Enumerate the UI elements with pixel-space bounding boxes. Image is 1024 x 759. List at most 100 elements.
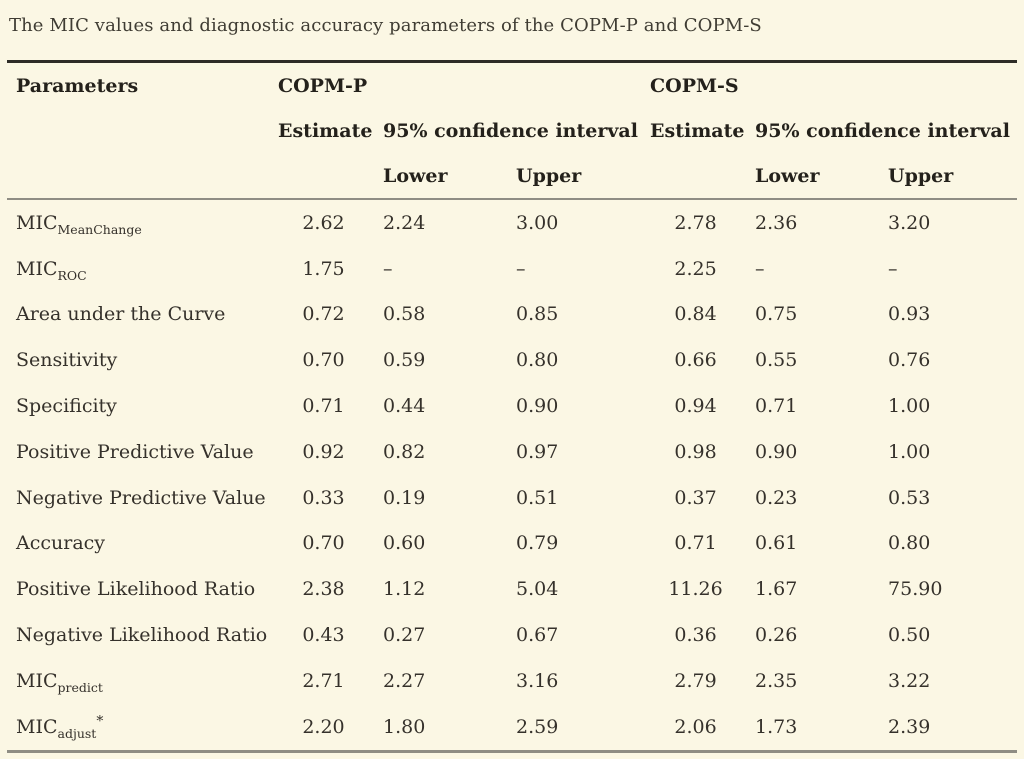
cell-estimate-p: 0.71: [302, 395, 345, 418]
cell-lower-s: 0.61: [755, 532, 798, 555]
cell-estimate-s: 2.25: [674, 257, 717, 280]
cell-lower-p: 0.19: [383, 486, 426, 509]
cell-lower-p: –: [383, 257, 393, 280]
row-label: MICMeanChange: [16, 211, 142, 237]
cell-estimate-s: 0.71: [674, 532, 717, 555]
row-label: MICpredict: [16, 669, 103, 695]
cell-lower-p: 0.59: [383, 349, 426, 372]
cell-upper-s: 2.39: [888, 715, 931, 738]
cell-estimate-s: 2.78: [674, 211, 717, 234]
cell-upper-s: 0.53: [888, 486, 931, 509]
cell-estimate-s: 0.94: [674, 395, 717, 418]
cell-estimate-s: 0.37: [674, 486, 717, 509]
table-row: MICpredict 2.71 2.27 3.16 2.79 2.35 3.22: [7, 658, 1017, 704]
table-row: Accuracy 0.70 0.60 0.79 0.71 0.61 0.80: [7, 521, 1017, 567]
cell-lower-s: 0.75: [755, 303, 798, 326]
col-header-estimate-p: Estimate: [278, 119, 373, 142]
table-row: MICadjust* 2.20 1.80 2.59 2.06 1.73 2.39: [7, 704, 1017, 751]
cell-upper-p: 0.85: [516, 303, 559, 326]
cell-upper-p: 3.16: [516, 669, 559, 692]
cell-upper-s: 0.50: [888, 624, 931, 647]
cell-estimate-p: 0.92: [302, 440, 345, 463]
cell-upper-p: 0.79: [516, 532, 559, 555]
row-label: Negative Predictive Value: [16, 486, 266, 509]
row-label: Specificity: [16, 395, 117, 418]
row-label: Area under the Curve: [16, 303, 226, 326]
cell-upper-p: 0.97: [516, 440, 559, 463]
cell-lower-p: 0.44: [383, 395, 426, 418]
cell-upper-s: 0.80: [888, 532, 931, 555]
table-row: Positive Likelihood Ratio 2.38 1.12 5.04…: [7, 566, 1017, 612]
cell-estimate-s: 11.26: [668, 578, 723, 601]
row-label: Sensitivity: [16, 349, 118, 372]
header-spacer: [7, 108, 278, 153]
cell-upper-s: 0.93: [888, 303, 931, 326]
cell-upper-s: 3.20: [888, 211, 931, 234]
col-header-upper-p: Upper: [516, 153, 651, 200]
row-label: Negative Likelihood Ratio: [16, 624, 268, 647]
row-label: MICadjust*: [16, 713, 104, 741]
cell-estimate-p: 0.70: [302, 532, 345, 555]
cell-estimate-p: 2.62: [302, 211, 345, 234]
col-header-ci-s: 95% confidence interval: [755, 119, 1010, 142]
cell-estimate-p: 0.33: [302, 486, 345, 509]
table-body: MICMeanChange 2.62 2.24 3.00 2.78 2.36 3…: [7, 199, 1017, 751]
row-label: MICROC: [16, 257, 87, 283]
col-header-estimate-s: Estimate: [650, 119, 745, 142]
cell-lower-p: 2.24: [383, 211, 426, 234]
table-row: Negative Likelihood Ratio 0.43 0.27 0.67…: [7, 612, 1017, 658]
col-header-lower-s: Lower: [755, 153, 889, 200]
cell-upper-p: 2.59: [516, 715, 559, 738]
row-label: Accuracy: [16, 532, 106, 555]
col-header-lower-p: Lower: [383, 153, 516, 200]
cell-estimate-s: 2.79: [674, 669, 717, 692]
header-spacer: [650, 153, 756, 200]
table-row: MICROC 1.75 – – 2.25 – –: [7, 246, 1017, 292]
table-row: Negative Predictive Value 0.33 0.19 0.51…: [7, 475, 1017, 521]
cell-lower-s: 0.90: [755, 440, 798, 463]
cell-upper-p: 0.51: [516, 486, 559, 509]
cell-upper-p: 5.04: [516, 578, 559, 601]
header-row-groups: Parameters COPM-P COPM-S: [7, 62, 1017, 109]
table-header: Parameters COPM-P COPM-S Estimate 95% co…: [7, 62, 1018, 200]
cell-lower-s: 0.26: [755, 624, 798, 647]
cell-lower-p: 0.82: [383, 440, 426, 463]
cell-upper-p: 3.00: [516, 211, 559, 234]
cell-upper-s: 1.00: [888, 440, 931, 463]
header-row-lower-upper: Lower Upper Lower Upper: [7, 153, 1018, 200]
cell-estimate-s: 0.84: [674, 303, 717, 326]
table-row: MICMeanChange 2.62 2.24 3.00 2.78 2.36 3…: [7, 199, 1017, 246]
table-row: Specificity 0.71 0.44 0.90 0.94 0.71 1.0…: [7, 383, 1017, 429]
cell-estimate-p: 1.75: [302, 257, 345, 280]
table-row: Area under the Curve 0.72 0.58 0.85 0.84…: [7, 292, 1017, 338]
cell-estimate-p: 0.43: [302, 624, 345, 647]
table-caption: The MIC values and diagnostic accuracy p…: [9, 15, 762, 36]
results-table: Parameters COPM-P COPM-S Estimate 95% co…: [7, 60, 1018, 753]
col-group-copm-s: COPM-S: [650, 74, 739, 97]
cell-lower-p: 0.60: [383, 532, 426, 555]
cell-estimate-p: 0.72: [302, 303, 345, 326]
cell-lower-s: 2.35: [755, 669, 798, 692]
cell-upper-s: 75.90: [888, 578, 943, 601]
cell-lower-p: 2.27: [383, 669, 426, 692]
cell-upper-p: 0.90: [516, 395, 559, 418]
cell-estimate-p: 0.70: [302, 349, 345, 372]
cell-lower-s: 0.55: [755, 349, 798, 372]
cell-lower-s: –: [755, 257, 765, 280]
row-label: Positive Likelihood Ratio: [16, 578, 256, 601]
cell-upper-p: 0.80: [516, 349, 559, 372]
cell-lower-p: 1.12: [383, 578, 426, 601]
table-row: Sensitivity 0.70 0.59 0.80 0.66 0.55 0.7…: [7, 337, 1017, 383]
cell-upper-s: –: [888, 257, 898, 280]
cell-lower-s: 0.71: [755, 395, 798, 418]
col-header-ci-p: 95% confidence interval: [383, 119, 638, 142]
cell-upper-s: 1.00: [888, 395, 931, 418]
col-group-copm-p: COPM-P: [278, 74, 368, 97]
cell-lower-p: 0.27: [383, 624, 426, 647]
cell-estimate-s: 2.06: [674, 715, 717, 738]
header-row-estimate-ci: Estimate 95% confidence interval Estimat…: [7, 108, 1017, 153]
cell-estimate-s: 0.36: [674, 624, 717, 647]
col-header-parameters: Parameters: [16, 74, 139, 97]
header-spacer: [7, 153, 278, 200]
